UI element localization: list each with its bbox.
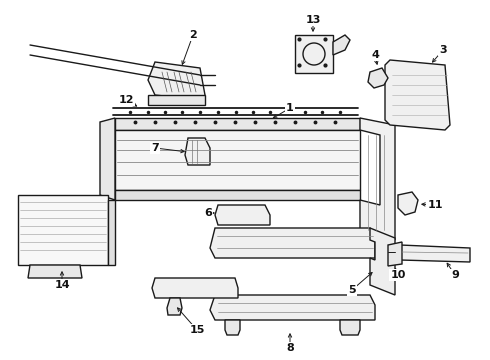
- Text: 9: 9: [451, 270, 459, 280]
- Text: 2: 2: [189, 30, 197, 40]
- Polygon shape: [115, 118, 360, 130]
- Text: 1: 1: [286, 103, 294, 113]
- Polygon shape: [148, 95, 205, 105]
- Polygon shape: [108, 200, 115, 265]
- Text: 3: 3: [439, 45, 447, 55]
- Text: 14: 14: [54, 280, 70, 290]
- Text: 11: 11: [427, 200, 443, 210]
- Polygon shape: [210, 295, 375, 320]
- Polygon shape: [215, 205, 270, 225]
- Text: 6: 6: [204, 208, 212, 218]
- Text: 4: 4: [371, 50, 379, 60]
- Polygon shape: [185, 138, 210, 165]
- Polygon shape: [388, 242, 402, 266]
- Polygon shape: [115, 190, 360, 200]
- Polygon shape: [385, 60, 450, 130]
- Text: 13: 13: [305, 15, 320, 25]
- Polygon shape: [340, 320, 360, 335]
- Polygon shape: [370, 228, 395, 295]
- Polygon shape: [398, 192, 418, 215]
- Polygon shape: [360, 118, 395, 240]
- Polygon shape: [148, 62, 205, 100]
- Text: 15: 15: [189, 325, 205, 335]
- Polygon shape: [333, 35, 350, 55]
- Polygon shape: [28, 265, 82, 278]
- Polygon shape: [152, 278, 238, 298]
- Text: 8: 8: [286, 343, 294, 353]
- Polygon shape: [368, 68, 388, 88]
- Bar: [295, 35, 333, 73]
- Text: 7: 7: [151, 143, 159, 153]
- Polygon shape: [100, 118, 115, 200]
- Polygon shape: [225, 320, 240, 335]
- Polygon shape: [115, 130, 360, 190]
- Text: 10: 10: [391, 270, 406, 280]
- Polygon shape: [210, 228, 375, 258]
- Polygon shape: [167, 298, 182, 315]
- Text: 5: 5: [348, 285, 356, 295]
- Polygon shape: [396, 245, 470, 262]
- Text: 12: 12: [118, 95, 134, 105]
- Bar: [18, 195, 108, 265]
